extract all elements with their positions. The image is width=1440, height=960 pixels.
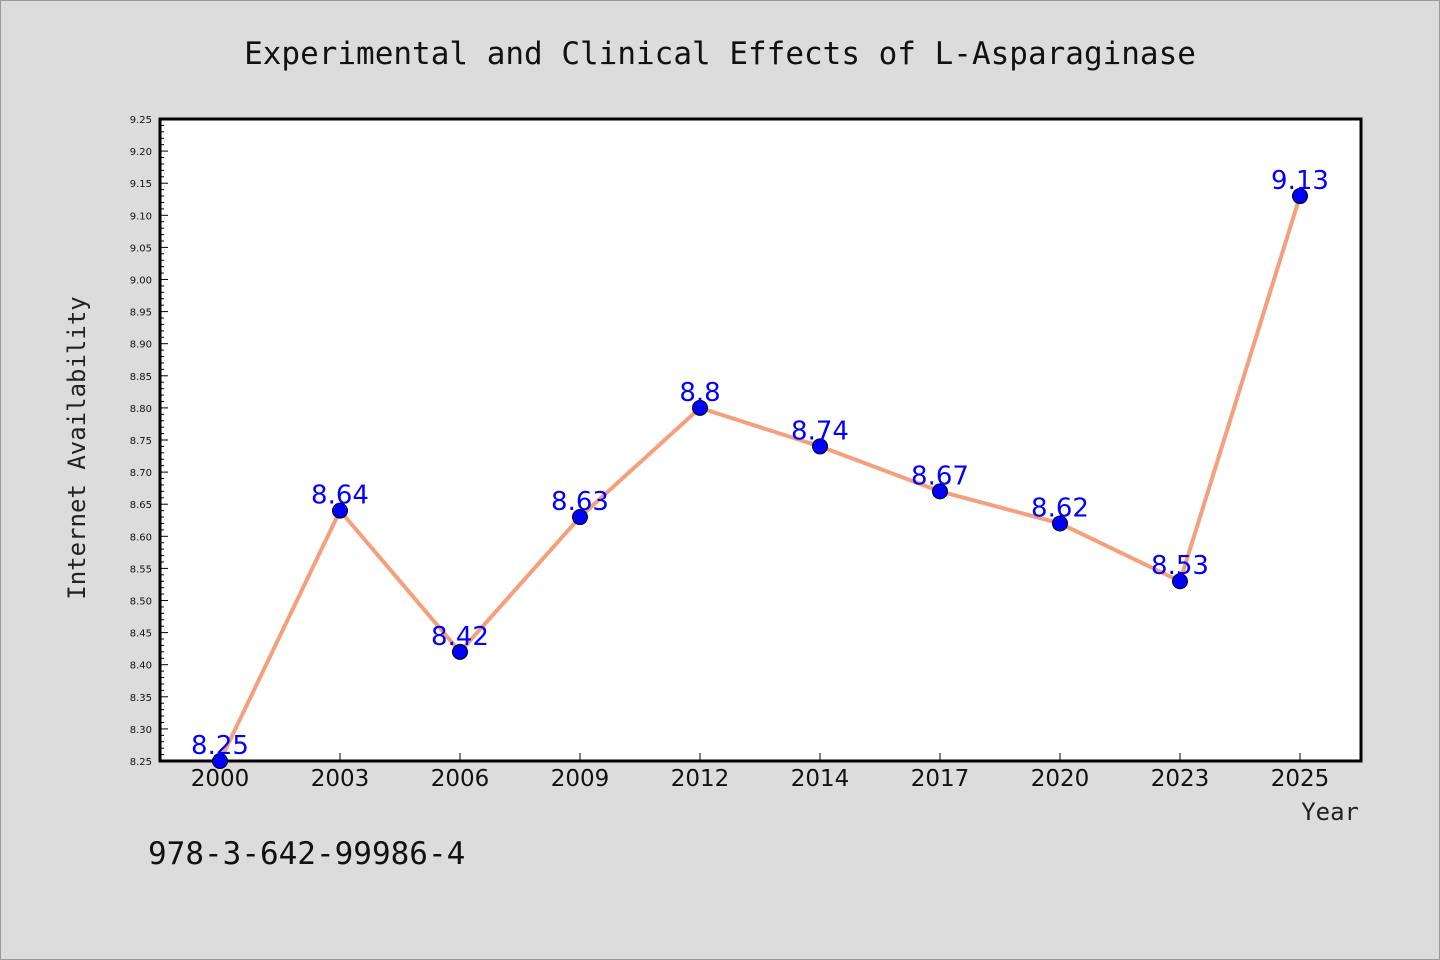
x-axis-label: Year <box>1301 798 1359 826</box>
data-label: 8.62 <box>1031 493 1089 523</box>
plot-area <box>158 117 1363 763</box>
x-tick-label: 2003 <box>311 766 370 792</box>
x-tick-label: 2023 <box>1151 766 1210 792</box>
y-tick-label: 9.05 <box>130 243 152 254</box>
x-tick-label: 2006 <box>431 766 490 792</box>
chart-title: Experimental and Clinical Effects of L-A… <box>244 36 1196 72</box>
y-tick-label: 9.20 <box>130 147 152 158</box>
data-labels: 8.25 8.64 8.42 8.63 8.8 8.74 8.67 8.62 8.53 9.13 <box>191 166 1329 761</box>
y-tick-label: 8.35 <box>130 693 152 704</box>
x-tick-label: 2025 <box>1271 766 1330 792</box>
data-point <box>572 509 588 526</box>
data-label: 8.74 <box>791 416 849 446</box>
data-point <box>332 502 348 519</box>
y-tick-label: 8.70 <box>130 468 152 479</box>
y-tick-label: 8.50 <box>130 597 152 608</box>
data-label: 8.25 <box>191 731 249 761</box>
y-tick-label: 8.45 <box>130 629 152 640</box>
series-line <box>218 194 1302 763</box>
x-tick-label: 2009 <box>551 766 610 792</box>
y-tick-label: 8.90 <box>130 340 152 351</box>
series-polyline <box>218 194 1302 763</box>
y-tick-label: 8.85 <box>130 372 152 383</box>
y-tick-label: 9.15 <box>130 179 152 190</box>
data-point <box>932 483 948 500</box>
data-label: 8.53 <box>1151 551 1209 581</box>
y-tick-label: 8.65 <box>130 500 152 511</box>
series-markers <box>212 188 1308 769</box>
x-tick-label: 2012 <box>671 766 730 792</box>
y-tick-label: 8.60 <box>130 532 152 543</box>
data-label: 8.67 <box>911 461 969 491</box>
x-axis: 2000 2003 2006 2009 2012 2014 2017 2020 2023 2025 <box>191 753 1330 792</box>
y-tick-label: 9.25 <box>130 115 152 126</box>
x-tick-label: 2014 <box>791 766 850 792</box>
x-tick-label: 2020 <box>1031 766 1090 792</box>
data-point <box>1292 188 1308 205</box>
y-tick-label: 8.75 <box>130 436 152 447</box>
y-tick-label: 9.00 <box>130 276 152 287</box>
y-tick-label: 8.25 <box>130 757 152 768</box>
isbn-footnote: 978-3-642-99986-4 <box>148 836 465 872</box>
y-tick-label: 8.95 <box>130 308 152 319</box>
y-tick-label: 8.55 <box>130 564 152 575</box>
y-tick-label: 8.40 <box>130 661 152 672</box>
data-label: 8.8 <box>679 378 720 408</box>
y-axis-label: Internet Availability <box>63 296 91 599</box>
data-point <box>452 643 468 660</box>
data-point <box>1172 573 1188 590</box>
data-point <box>812 438 828 455</box>
data-point <box>692 399 708 416</box>
data-label: 8.42 <box>431 622 489 652</box>
y-tick-label: 8.30 <box>130 725 152 736</box>
y-axis: 8.25 8.30 8.35 8.40 8.45 8.50 8.55 8.60 8.65 8.70… <box>130 115 168 768</box>
y-tick-label: 9.10 <box>130 211 152 222</box>
y-tick-label: 8.80 <box>130 404 152 415</box>
data-point <box>1052 515 1068 532</box>
data-label: 8.64 <box>311 481 369 511</box>
x-tick-label: 2017 <box>911 766 970 792</box>
data-label: 8.63 <box>551 487 609 517</box>
data-point <box>212 753 228 769</box>
x-tick-label: 2000 <box>191 766 250 792</box>
data-label: 9.13 <box>1271 166 1329 196</box>
